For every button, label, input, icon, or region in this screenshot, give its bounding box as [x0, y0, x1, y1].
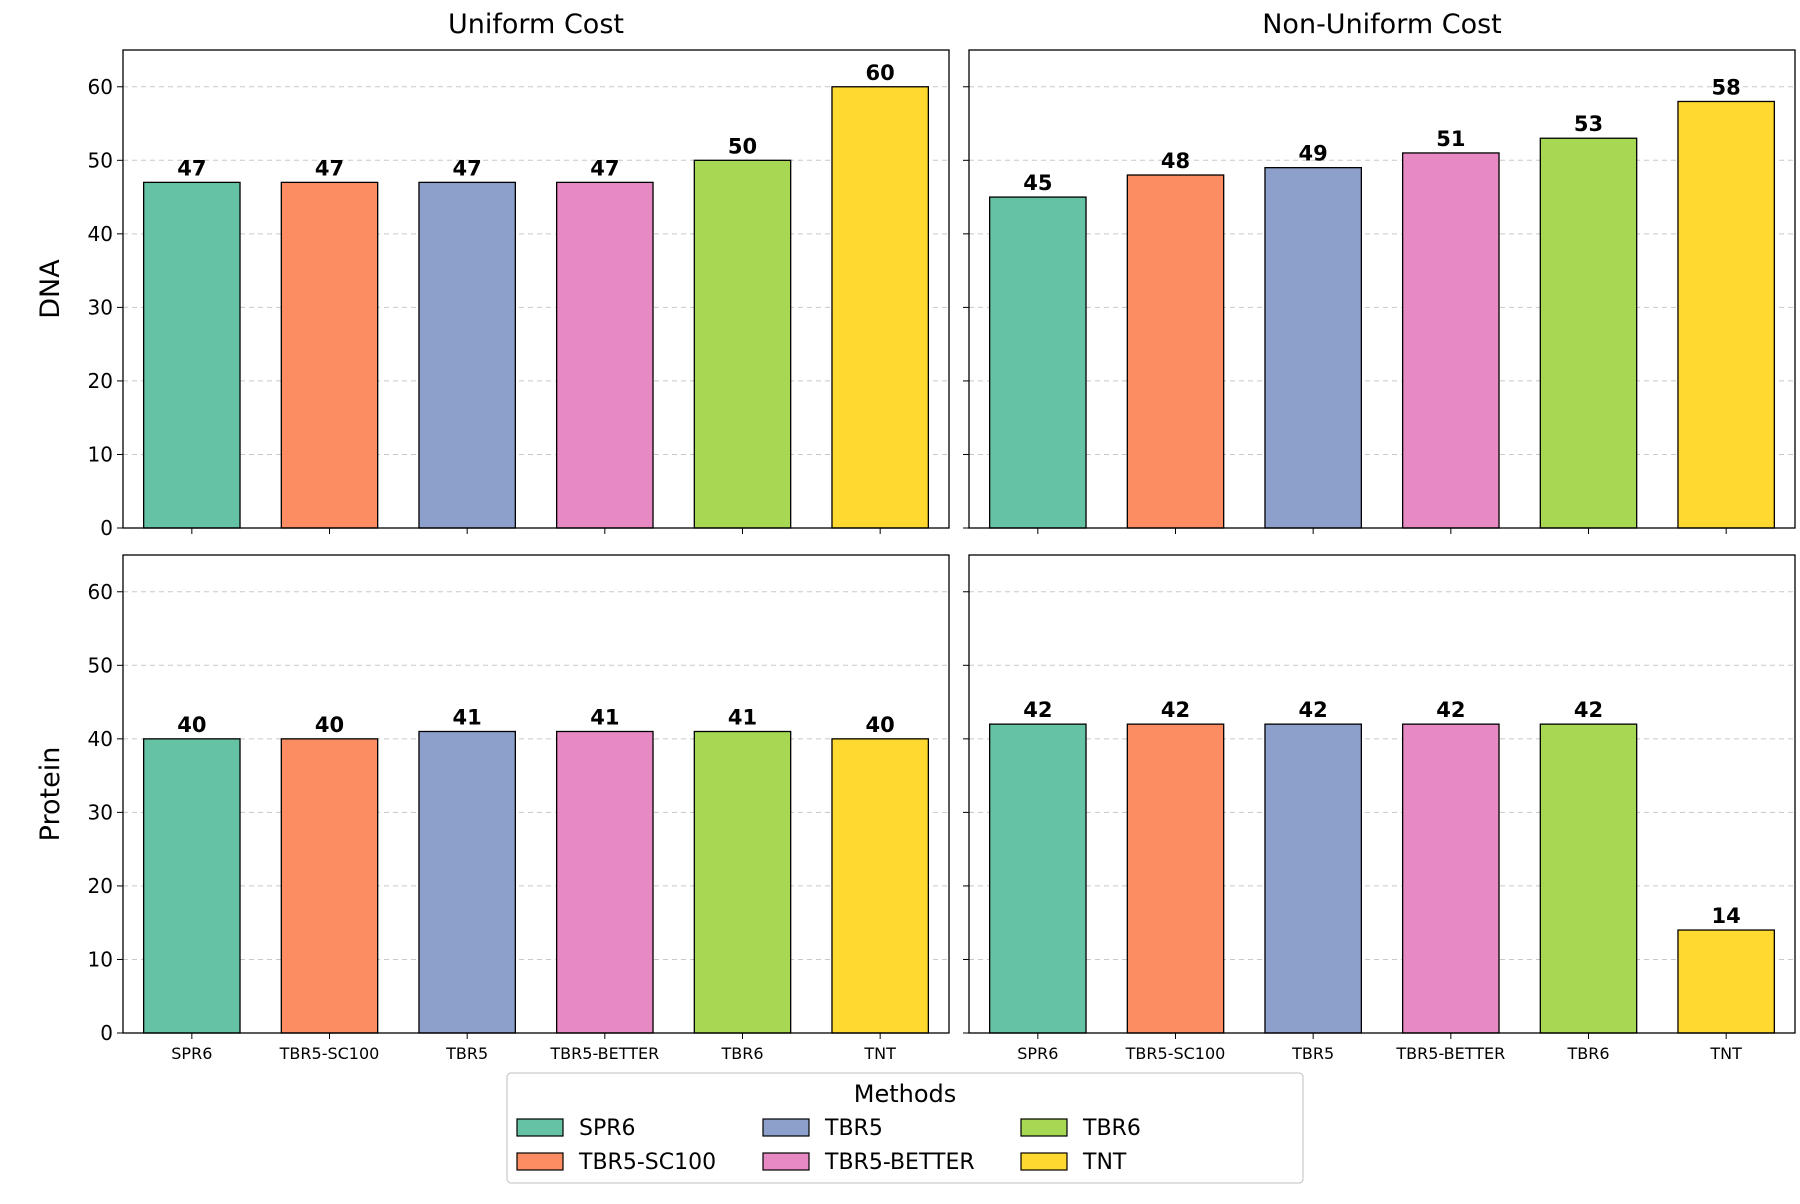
panel-dna-uniform-cost-bar-tbr5-sc100 — [280, 181, 379, 529]
column-title-uniform-cost: Uniform Cost — [448, 9, 624, 40]
panel-dna-uniform-cost-ytick-label-40: 40 — [88, 222, 113, 246]
panel-protein-uniform-cost-ytick-label-40: 40 — [88, 727, 113, 751]
panel-protein-non-uniform-cost-bar-tbr5-sc100 — [1126, 723, 1225, 1034]
panel-protein-non-uniform-cost-xtick-label-tnt: TNT — [1709, 1044, 1742, 1063]
panel-protein-non-uniform-cost-xtick-label-tbr5-sc100: TBR5-SC100 — [1125, 1044, 1226, 1063]
panel-dna-uniform-cost-bar-tbr5 — [418, 181, 517, 529]
panel-protein-uniform-cost-data-label-tbr5-sc100: 40 — [315, 713, 344, 737]
legend-label-tbr6: TBR6 — [1082, 1116, 1141, 1141]
panel-dna-uniform-cost-ytick-label-20: 20 — [88, 369, 113, 393]
panel-protein-uniform-cost-ytick-label-0: 0 — [100, 1021, 113, 1045]
panel-protein-uniform-cost-bar-tbr5-better — [556, 730, 654, 1034]
panel-protein-uniform-cost-xtick-label-tbr5-better: TBR5-BETTER — [549, 1044, 659, 1063]
panel-dna-non-uniform-cost-bar-tnt — [1677, 100, 1775, 529]
panel-dna-uniform-cost-ytick-label-60: 60 — [88, 75, 113, 99]
panel-protein-non-uniform-cost-data-label-tbr6: 42 — [1574, 698, 1603, 722]
panel-protein-uniform-cost-ytick-label-30: 30 — [88, 800, 113, 824]
legend-label-tnt: TNT — [1082, 1150, 1127, 1175]
panel-dna-uniform-cost-bar-tnt — [831, 86, 930, 529]
panel-dna-uniform-cost-bar-tbr5-better — [556, 181, 654, 529]
panel-protein-non-uniform-cost-data-label-tnt: 14 — [1712, 904, 1741, 928]
panel-protein-uniform-cost-data-label-spr6: 40 — [177, 713, 206, 737]
legend-swatch-tbr6 — [1020, 1118, 1068, 1137]
legend-swatch-tnt — [1020, 1152, 1068, 1171]
panel-protein-non-uniform-cost-frame — [968, 554, 1796, 1034]
panel-dna-non-uniform-cost-data-label-tbr6: 53 — [1574, 112, 1603, 136]
panel-protein-non-uniform-cost-data-label-tbr5-better: 42 — [1436, 698, 1465, 722]
panel-dna-uniform-cost-bar-spr6 — [142, 181, 241, 529]
panel-protein-uniform-cost-ytick-label-10: 10 — [88, 947, 113, 971]
panel-protein-uniform-cost-bar-spr6 — [142, 738, 241, 1034]
panel-dna-non-uniform-cost-frame — [968, 49, 1796, 529]
panel-dna-non-uniform-cost-bar-spr6 — [989, 196, 1087, 529]
panel-protein-non-uniform-cost-xtick-label-tbr5-better: TBR5-BETTER — [1395, 1044, 1505, 1063]
panel-dna-non-uniform-cost-data-label-spr6: 45 — [1023, 171, 1052, 195]
column-title-non-uniform-cost: Non-Uniform Cost — [1262, 9, 1502, 40]
row-label-protein: Protein — [35, 747, 66, 842]
panel-protein-non-uniform-cost-bar-tbr5-better — [1402, 723, 1500, 1034]
panel-protein-uniform-cost-xtick-label-tnt: TNT — [863, 1044, 896, 1063]
panel-protein-uniform-cost-ytick-label-50: 50 — [88, 653, 113, 677]
panel-protein-uniform-cost-data-label-tbr5-better: 41 — [590, 705, 619, 729]
panel-protein-non-uniform-cost-xtick-label-spr6: SPR6 — [1017, 1044, 1058, 1063]
panel-dna-uniform-cost-data-label-tbr5: 47 — [453, 156, 482, 180]
panel-dna-non-uniform-cost-data-label-tnt: 58 — [1712, 75, 1741, 99]
panel-dna-uniform-cost-ytick-label-10: 10 — [88, 442, 113, 466]
legend-label-tbr5-sc100: TBR5-SC100 — [578, 1150, 716, 1175]
panel-dna-uniform-cost-data-label-tbr5-sc100: 47 — [315, 156, 344, 180]
legend-swatch-spr6 — [516, 1118, 564, 1137]
panel-protein-uniform-cost-data-label-tbr5: 41 — [453, 705, 482, 729]
panel-protein-non-uniform-cost-xtick-label-tbr6: TBR6 — [1566, 1044, 1609, 1063]
panel-dna-non-uniform-cost-bar-tbr5 — [1264, 167, 1362, 529]
panel-protein-non-uniform-cost-data-label-tbr5-sc100: 42 — [1161, 698, 1190, 722]
panel-protein-uniform-cost-frame — [122, 554, 950, 1034]
panel-protein-non-uniform-cost-bar-tnt — [1677, 929, 1775, 1034]
panel-protein-non-uniform-cost-data-label-tbr5: 42 — [1299, 698, 1328, 722]
panel-dna-uniform-cost-data-label-spr6: 47 — [177, 156, 206, 180]
panel-dna-uniform-cost-frame — [122, 49, 950, 529]
panel-protein-uniform-cost-xtick-label-tbr5: TBR5 — [445, 1044, 488, 1063]
panel-dna-uniform-cost-ytick-label-50: 50 — [88, 148, 113, 172]
panel-protein-non-uniform-cost-bar-tbr6 — [1539, 723, 1638, 1034]
panel-dna-non-uniform-cost-data-label-tbr5: 49 — [1299, 142, 1328, 166]
legend-title: Methods — [854, 1080, 957, 1108]
panel-protein-uniform-cost-bar-tbr6 — [693, 730, 792, 1034]
panel-dna-uniform-cost-ytick-label-0: 0 — [100, 516, 113, 540]
legend-label-spr6: SPR6 — [579, 1116, 636, 1141]
panel-dna-uniform-cost-bar-tbr6 — [693, 159, 792, 529]
panel-protein-uniform-cost-ytick-label-20: 20 — [88, 874, 113, 898]
panel-protein-non-uniform-cost-xtick-label-tbr5: TBR5 — [1291, 1044, 1334, 1063]
legend-label-tbr5-better: TBR5-BETTER — [824, 1150, 975, 1175]
panel-protein-uniform-cost-data-label-tnt: 40 — [866, 713, 895, 737]
panel-dna-uniform-cost-ytick-label-30: 30 — [88, 295, 113, 319]
panel-protein-uniform-cost-ytick-label-60: 60 — [88, 580, 113, 604]
panel-protein-uniform-cost-xtick-label-tbr6: TBR6 — [720, 1044, 763, 1063]
panel-protein-non-uniform-cost-bar-tbr5 — [1264, 723, 1362, 1034]
panel-protein-uniform-cost-bar-tbr5 — [418, 730, 517, 1034]
panel-dna-uniform-cost-data-label-tbr5-better: 47 — [590, 156, 619, 180]
panel-protein-uniform-cost-bar-tnt — [831, 738, 930, 1034]
legend-swatch-tbr5 — [762, 1118, 810, 1137]
panel-dna-non-uniform-cost-data-label-tbr5-sc100: 48 — [1161, 149, 1190, 173]
legend-swatch-tbr5-better — [762, 1152, 810, 1171]
panel-dna-non-uniform-cost-bar-tbr6 — [1539, 137, 1638, 529]
row-label-dna: DNA — [35, 259, 66, 319]
panel-protein-uniform-cost-xtick-label-tbr5-sc100: TBR5-SC100 — [279, 1044, 380, 1063]
panel-protein-non-uniform-cost-bar-spr6 — [989, 723, 1087, 1034]
panel-dna-non-uniform-cost-bar-tbr5-better — [1402, 152, 1500, 529]
panel-dna-non-uniform-cost-bar-tbr5-sc100 — [1126, 174, 1225, 529]
panel-dna-non-uniform-cost-data-label-tbr5-better: 51 — [1436, 127, 1465, 151]
panel-protein-uniform-cost-data-label-tbr6: 41 — [728, 705, 757, 729]
panel-protein-uniform-cost-xtick-label-spr6: SPR6 — [171, 1044, 212, 1063]
panel-protein-uniform-cost-bar-tbr5-sc100 — [280, 738, 379, 1034]
panel-protein-non-uniform-cost-data-label-spr6: 42 — [1023, 698, 1052, 722]
legend-swatch-tbr5-sc100 — [516, 1152, 564, 1171]
panel-dna-uniform-cost-data-label-tnt: 60 — [866, 61, 895, 85]
legend-label-tbr5: TBR5 — [824, 1116, 883, 1141]
legend-box — [506, 1072, 1304, 1184]
panel-dna-uniform-cost-data-label-tbr6: 50 — [728, 134, 757, 158]
